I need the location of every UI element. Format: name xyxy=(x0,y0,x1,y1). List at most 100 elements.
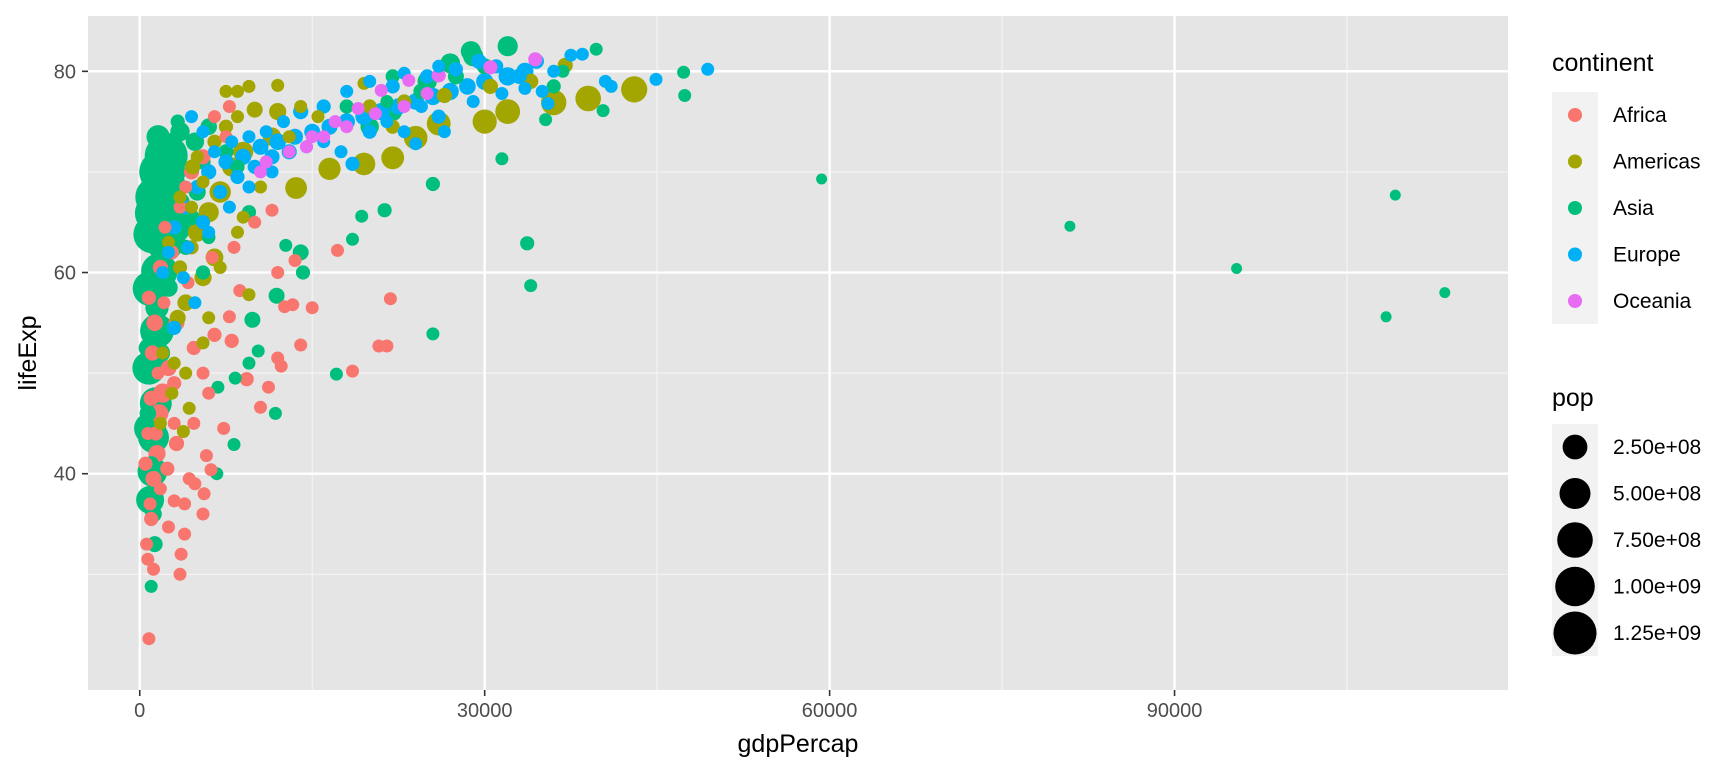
data-point-asia xyxy=(1439,287,1451,299)
data-point-asia xyxy=(426,327,440,341)
data-point-africa xyxy=(167,416,181,430)
axis-ticks xyxy=(82,70,1176,696)
data-point-americas xyxy=(282,130,296,144)
data-point-africa xyxy=(199,449,213,463)
data-point-europe xyxy=(414,100,428,113)
data-point-europe xyxy=(252,138,269,155)
data-point-asia xyxy=(589,42,603,56)
data-point-asia xyxy=(380,95,394,108)
data-point-americas xyxy=(311,110,325,124)
data-point-americas xyxy=(196,175,210,189)
data-point-oceania xyxy=(254,165,267,179)
data-point-africa xyxy=(222,310,236,324)
data-point-africa xyxy=(294,338,308,352)
data-point-africa xyxy=(144,345,160,361)
data-point-africa xyxy=(208,110,221,124)
data-point-europe xyxy=(167,220,182,235)
data-point-europe xyxy=(316,99,331,114)
data-point-americas xyxy=(495,99,521,124)
legend-label-asia: Asia xyxy=(1613,197,1654,220)
data-point-europe xyxy=(701,62,715,76)
data-point-asia xyxy=(228,371,242,385)
data-point-americas xyxy=(575,85,601,112)
data-point-africa xyxy=(254,400,267,414)
data-point-africa xyxy=(271,351,285,365)
data-point-europe xyxy=(334,145,348,159)
data-point-africa xyxy=(160,461,175,476)
data-point-europe xyxy=(409,137,423,151)
data-point-africa xyxy=(151,366,165,380)
data-point-europe xyxy=(518,81,532,95)
data-point-europe xyxy=(277,115,290,129)
data-point-americas xyxy=(173,190,187,204)
data-point-asia xyxy=(144,579,158,593)
data-point-europe xyxy=(564,48,578,62)
data-point-americas xyxy=(231,225,244,239)
data-point-oceania xyxy=(374,83,388,97)
size-legend-title: pop xyxy=(1552,384,1594,412)
data-point-asia xyxy=(377,203,392,218)
data-point-africa xyxy=(380,339,394,353)
size-legend-label: 1.25e+09 xyxy=(1613,622,1701,645)
data-point-africa xyxy=(178,527,192,541)
legend-key-asia xyxy=(1568,201,1582,215)
data-point-oceania xyxy=(431,68,446,83)
data-point-europe xyxy=(181,240,195,254)
data-point-africa xyxy=(331,243,344,257)
data-point-africa xyxy=(278,300,292,314)
legend-key-americas xyxy=(1568,154,1582,169)
data-point-asia xyxy=(227,438,241,451)
data-point-americas xyxy=(246,101,263,118)
data-point-africa xyxy=(248,215,262,229)
data-point-europe xyxy=(162,245,175,259)
y-tick-label: 80 xyxy=(54,61,76,83)
y-tick-labels: 40 60 80 xyxy=(54,61,76,485)
data-point-africa xyxy=(144,511,159,527)
data-point-asia xyxy=(1231,263,1243,274)
data-point-asia xyxy=(268,287,285,304)
data-point-europe xyxy=(218,154,234,170)
data-point-europe xyxy=(420,69,435,84)
data-point-asia xyxy=(816,173,828,185)
data-point-africa xyxy=(146,314,163,332)
data-point-asia xyxy=(677,65,691,79)
data-point-americas xyxy=(318,157,341,180)
data-point-europe xyxy=(362,124,377,139)
data-point-africa xyxy=(173,567,187,581)
data-point-americas xyxy=(472,109,497,134)
data-point-europe xyxy=(208,145,221,159)
size-legend-label: 2.50e+08 xyxy=(1613,436,1701,459)
data-point-asia xyxy=(678,89,692,102)
x-tick-label: 60000 xyxy=(802,700,858,722)
data-point-asia xyxy=(546,79,561,94)
data-point-americas xyxy=(242,288,256,302)
data-point-europe xyxy=(269,133,287,150)
data-point-asia xyxy=(244,311,261,328)
data-point-americas xyxy=(231,84,244,98)
data-point-africa xyxy=(202,386,216,400)
data-point-asia xyxy=(346,232,359,246)
data-point-africa xyxy=(174,547,188,561)
data-point-europe xyxy=(213,184,228,200)
data-point-europe xyxy=(397,125,411,139)
data-point-europe xyxy=(437,125,451,139)
x-tick-label: 0 xyxy=(134,700,145,722)
data-point-americas xyxy=(436,87,452,104)
data-point-asia xyxy=(170,114,185,129)
data-point-europe xyxy=(448,62,463,77)
y-tick-label: 60 xyxy=(54,263,76,285)
data-point-americas xyxy=(236,210,250,224)
data-point-europe xyxy=(176,271,190,285)
legend-label-africa: Africa xyxy=(1613,104,1667,127)
size-legend-label: 1.00e+09 xyxy=(1613,576,1701,599)
data-point-americas xyxy=(242,79,256,93)
data-point-asia xyxy=(1064,220,1076,232)
data-point-africa xyxy=(141,290,156,305)
x-tick-labels: 0 30000 60000 90000 xyxy=(134,700,1202,722)
data-point-americas xyxy=(381,146,405,170)
legend-label-europe: Europe xyxy=(1613,244,1681,267)
data-point-africa xyxy=(142,632,156,646)
data-point-oceania xyxy=(420,87,434,100)
data-point-africa xyxy=(162,520,175,534)
